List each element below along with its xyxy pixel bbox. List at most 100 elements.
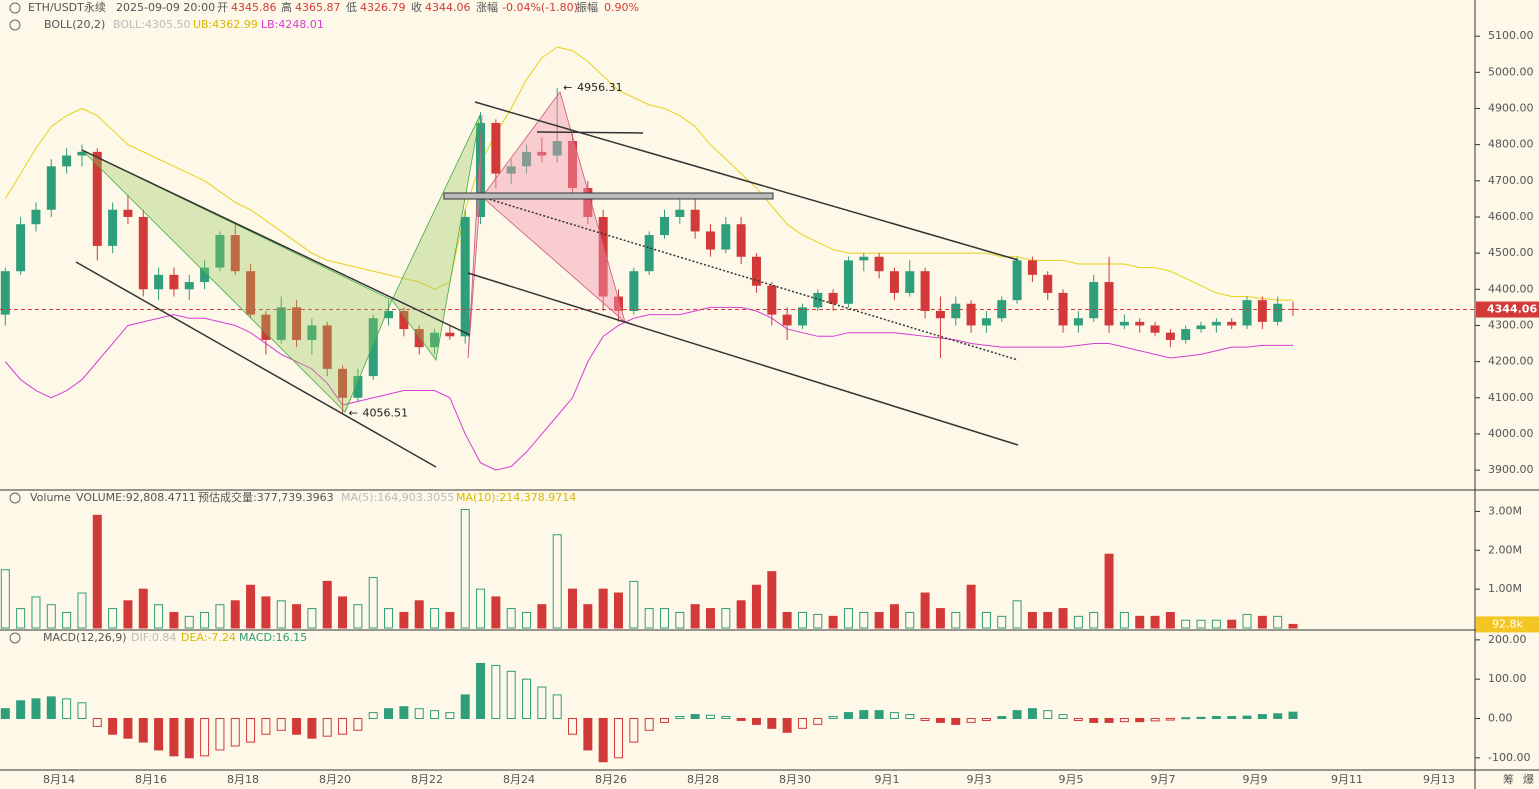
- candle-body: [1073, 318, 1083, 326]
- volume-bar: [230, 600, 240, 629]
- y-tick-label: 4400.00: [1488, 282, 1534, 295]
- macd-bar: [1104, 717, 1114, 723]
- candle-body: [261, 314, 271, 340]
- macd-bar: [1073, 717, 1083, 721]
- candle-body: [874, 256, 884, 272]
- extreme-arrow: ←: [349, 407, 358, 420]
- volume-bar: [399, 611, 409, 629]
- candle-body: [951, 303, 961, 319]
- volume-bar: [184, 615, 194, 629]
- macd-value: MACD:16.15: [239, 631, 307, 644]
- volume-bar: [889, 604, 899, 629]
- macd-bar: [583, 717, 593, 751]
- volume-bar: [552, 534, 562, 629]
- y-tick-label: 100.00: [1488, 672, 1527, 685]
- macd-title: MACD(12,26,9): [43, 631, 127, 644]
- candle-body: [552, 141, 562, 156]
- candle-body: [276, 307, 286, 340]
- candle-body: [353, 376, 363, 398]
- macd-bar: [0, 708, 10, 719]
- macd-bar: [843, 712, 853, 719]
- collapse-icon[interactable]: [9, 492, 21, 504]
- candle-body: [430, 332, 440, 348]
- macd-bar: [598, 717, 608, 763]
- pattern-shape: [467, 114, 483, 359]
- macd-bar: [751, 717, 761, 725]
- candle-body: [859, 256, 869, 261]
- y-tick-label: 3900.00: [1488, 463, 1534, 476]
- volume-bar: [1181, 619, 1191, 629]
- macd-bar: [522, 678, 532, 719]
- volume-bar: [629, 580, 639, 629]
- footer-button[interactable]: 爆: [1523, 772, 1534, 786]
- x-tick-label: 9月13: [1423, 773, 1455, 786]
- collapse-icon[interactable]: [9, 632, 21, 644]
- candle-body: [292, 307, 302, 340]
- macd-bar: [138, 717, 148, 743]
- candle-body: [1196, 325, 1206, 330]
- volume-bar: [583, 604, 593, 629]
- change-value: -0.04%(-1.80): [502, 1, 578, 14]
- y-tick-label: 4100.00: [1488, 391, 1534, 404]
- volume-bar: [690, 604, 700, 629]
- level-box: [443, 192, 774, 200]
- volume-bar: [675, 611, 685, 629]
- collapse-icon[interactable]: [9, 19, 21, 31]
- macd-bar: [62, 698, 72, 719]
- trend-line: [81, 149, 471, 336]
- volume-bar: [1043, 611, 1053, 629]
- volume-bar: [721, 608, 731, 629]
- volume-bar: [246, 584, 256, 629]
- candle-body: [184, 282, 194, 290]
- volume-bar: [77, 592, 87, 629]
- y-tick-label: 0.00: [1488, 711, 1513, 724]
- candle-body: [138, 216, 148, 290]
- macd-bar: [169, 717, 179, 757]
- volume-ma10: MA(10):214,378.9714: [456, 491, 576, 504]
- candle-body: [920, 271, 930, 311]
- collapse-icon[interactable]: [9, 2, 21, 14]
- macd-bar: [552, 694, 562, 719]
- volume-bar: [813, 613, 823, 629]
- volume-bar: [0, 569, 10, 629]
- volume-bar: [414, 600, 424, 629]
- volume-bar: [322, 580, 332, 629]
- candle-body: [1273, 303, 1283, 322]
- y-tick-label: 4200.00: [1488, 355, 1534, 368]
- x-tick-label: 8月18: [227, 773, 259, 786]
- candle-body: [568, 141, 578, 189]
- candle-body: [1211, 321, 1221, 326]
- boll-line: [4, 46, 1294, 301]
- volume-bar: [1242, 613, 1252, 629]
- volume-estimate: 预估成交量:377,739.3963: [198, 490, 334, 504]
- macd-bar: [1196, 716, 1206, 719]
- candle-body: [751, 256, 761, 286]
- volume-bar: [1135, 615, 1145, 629]
- candle-body: [92, 151, 102, 246]
- candle-body: [322, 325, 332, 369]
- candle-body: [506, 166, 516, 174]
- trend-line: [481, 196, 1019, 361]
- candle-body: [736, 224, 746, 257]
- volume-bar: [859, 611, 869, 629]
- footer-button[interactable]: 筹: [1503, 772, 1514, 786]
- x-tick-label: 9月11: [1331, 773, 1363, 786]
- macd-bar: [1242, 715, 1252, 719]
- candle-body: [399, 310, 409, 330]
- volume-bar: [905, 611, 915, 629]
- candle-body: [843, 260, 853, 304]
- volume-bar: [338, 596, 348, 629]
- y-tick-label: 5100.00: [1488, 29, 1534, 42]
- y-tick-label: 4700.00: [1488, 174, 1534, 187]
- trend-line: [75, 261, 437, 468]
- volume-bar: [874, 611, 884, 629]
- volume-bar: [1288, 623, 1298, 629]
- volume-bar: [1227, 619, 1237, 629]
- volume-bar: [200, 611, 210, 629]
- candle-body: [598, 216, 608, 297]
- macd-bar: [261, 717, 271, 735]
- volume-bar: [46, 604, 56, 629]
- candle-body: [46, 166, 56, 210]
- macd-bar: [997, 716, 1007, 719]
